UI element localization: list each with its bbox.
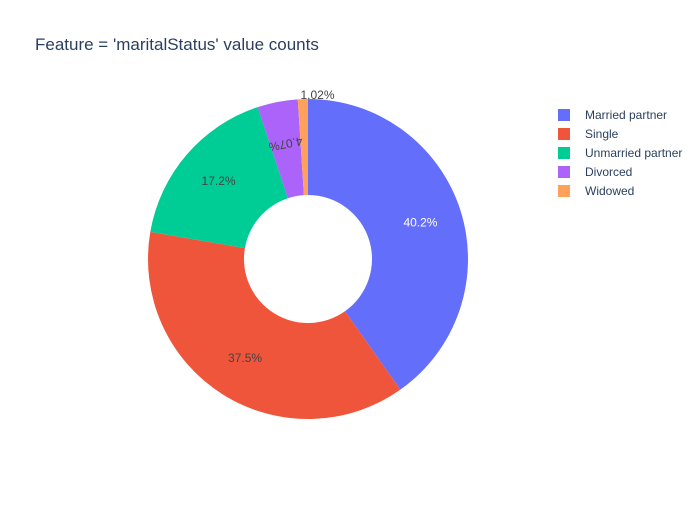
slice-label-unmarried-partner: 17.2% xyxy=(202,174,236,188)
legend: Married partner Single Unmarried partner Di… xyxy=(558,108,682,198)
legend-swatch xyxy=(558,185,570,197)
slice-labels: 40.2% 37.5% 17.2% 4.07% 1.02% xyxy=(202,88,438,365)
legend-label: Widowed xyxy=(585,184,634,198)
pie-slice-widowed xyxy=(297,99,308,196)
legend-label: Married partner xyxy=(585,108,667,122)
slice-label-single: 37.5% xyxy=(228,351,262,365)
legend-item-unmarried-partner[interactable]: Unmarried partner xyxy=(558,146,682,160)
legend-label: Unmarried partner xyxy=(585,146,682,160)
legend-item-widowed[interactable]: Widowed xyxy=(558,184,634,198)
pie-slice-married-partner xyxy=(308,99,468,390)
legend-item-divorced[interactable]: Divorced xyxy=(558,165,632,179)
legend-swatch xyxy=(558,147,570,159)
pie-slice-unmarried-partner xyxy=(150,107,288,249)
pie-slices xyxy=(147,99,468,420)
legend-label: Single xyxy=(585,127,619,141)
legend-item-single[interactable]: Single xyxy=(558,127,619,141)
legend-swatch xyxy=(558,166,570,178)
pie-slice-single xyxy=(147,231,401,420)
slice-label-married-partner: 40.2% xyxy=(403,215,437,229)
slice-label-widowed: 1.02% xyxy=(300,88,334,102)
slice-label-divorced: 4.07% xyxy=(267,134,303,154)
pie-slice-divorced xyxy=(257,99,304,199)
chart-title: Feature = 'maritalStatus' value counts xyxy=(35,35,319,54)
legend-item-married-partner[interactable]: Married partner xyxy=(558,108,667,122)
legend-swatch xyxy=(558,128,570,140)
legend-label: Divorced xyxy=(585,165,632,179)
legend-swatch xyxy=(558,109,570,121)
